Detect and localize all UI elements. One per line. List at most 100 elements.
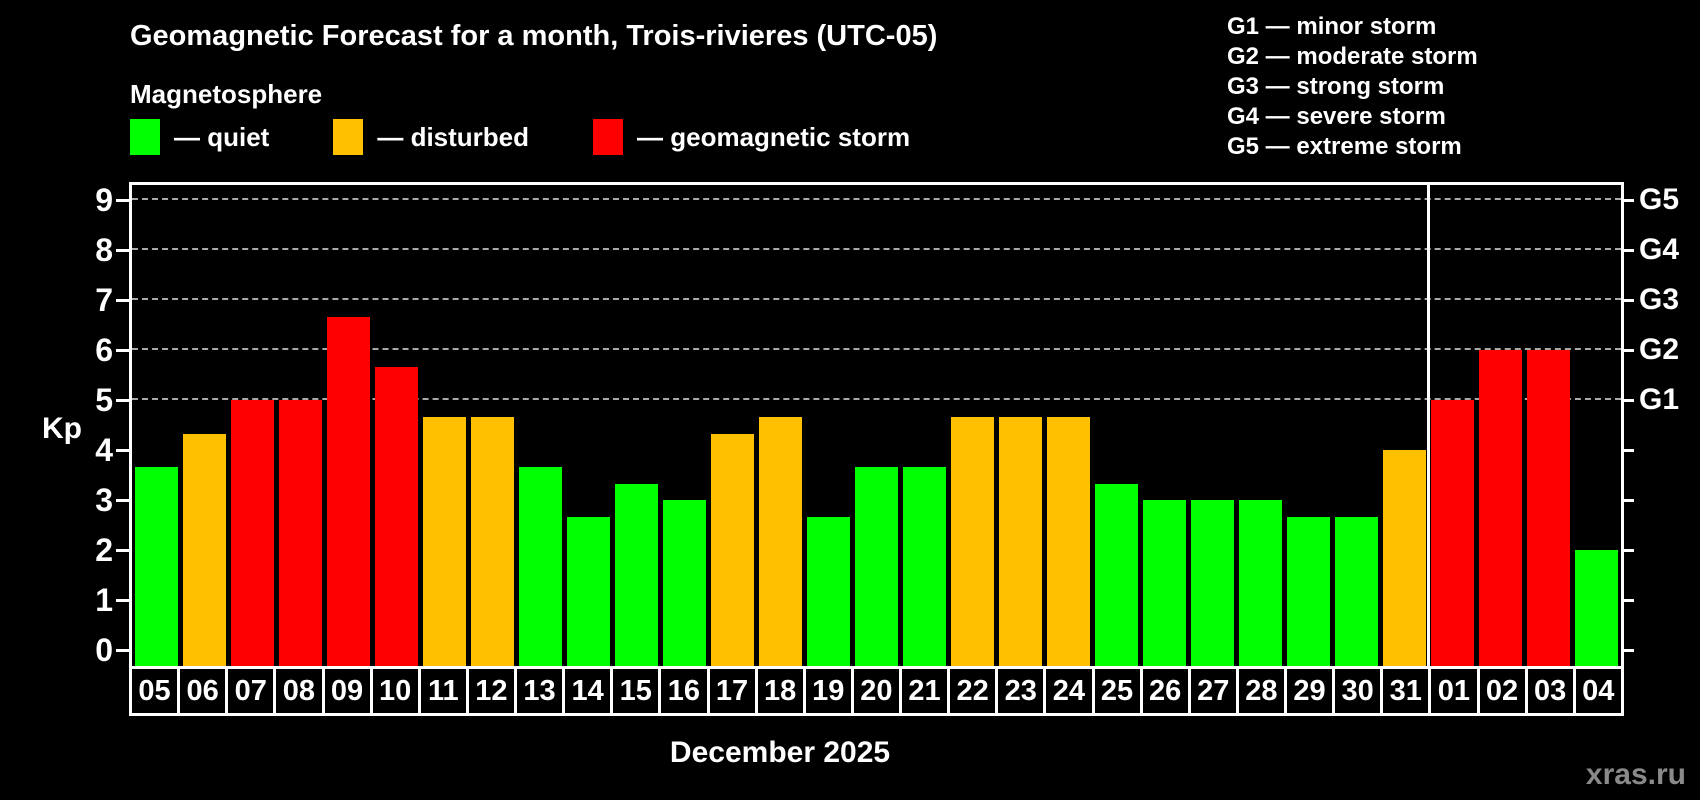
kp-bar-day-13 [518,466,562,666]
kp-bar-day-26 [1143,500,1187,666]
y-tick-right-2 [1621,548,1634,552]
kp-bar-day-17 [710,433,754,666]
y-tick-right-0 [1621,648,1634,652]
kp-bar-day-19 [806,516,850,666]
day-label-22: 22 [947,666,999,716]
day-label-16: 16 [658,666,710,716]
day-label-23: 23 [995,666,1047,716]
kp-bar-day-01 [1431,400,1475,666]
day-label-04: 04 [1572,666,1624,716]
day-label-20: 20 [850,666,902,716]
g-scale-legend: G1 — minor storm G2 — moderate storm G3 — … [1227,12,1478,162]
day-label-09: 09 [321,666,373,716]
kp-bar-day-10 [374,366,418,666]
legend-item-disturbed: — disturbed [333,119,529,155]
day-label-07: 07 [225,666,277,716]
kp-bar-day-21 [903,466,947,666]
kp-bar-day-20 [854,466,898,666]
day-label-31: 31 [1380,666,1432,716]
day-label-21: 21 [899,666,951,716]
legend-label-storm: — geomagnetic storm [637,121,911,152]
kp-bar-day-04 [1575,550,1619,666]
kp-bar-day-24 [1047,416,1091,666]
legend-swatch-disturbed [333,119,364,155]
legend-swatch-quiet [130,119,160,155]
kp-bar-day-07 [230,400,274,666]
g-legend-line-2: G2 — moderate storm [1227,43,1478,70]
g-legend-line-4: G4 — severe storm [1227,103,1446,130]
y-tick-left-5 [116,398,129,402]
y-tick-right-9 [1621,198,1634,202]
y-tick-left-9 [116,198,129,202]
kp-bar-day-15 [614,483,658,666]
g-legend-line-1: G1 — minor storm [1227,13,1437,40]
day-label-03: 03 [1524,666,1576,716]
kp-bar-day-29 [1287,516,1331,666]
y-tick-left-1 [116,598,129,602]
day-label-13: 13 [514,666,566,716]
kp-bar-day-31 [1383,450,1427,666]
status-legend: — quiet — disturbed — geomagnetic storm [130,119,910,155]
kp-bar-day-11 [422,416,466,666]
kp-bar-day-28 [1239,500,1283,666]
day-label-28: 28 [1235,666,1287,716]
day-label-27: 27 [1187,666,1239,716]
g-legend-line-3: G3 — strong storm [1227,73,1445,100]
day-label-17: 17 [706,666,758,716]
day-label-11: 11 [417,666,469,716]
day-label-05: 05 [129,666,181,716]
day-label-18: 18 [754,666,806,716]
y-tick-left-3 [116,498,129,502]
gridline-kp5 [132,398,1621,400]
kp-bar-day-16 [662,500,706,666]
kp-bar-day-27 [1191,500,1235,666]
day-label-15: 15 [610,666,662,716]
legend-label-disturbed: — disturbed [377,121,530,152]
day-label-02: 02 [1476,666,1528,716]
g-legend-line-5: G5 — extreme storm [1227,133,1462,160]
legend-swatch-storm [593,119,624,155]
day-label-01: 01 [1428,666,1480,716]
gridline-kp6 [132,348,1621,350]
day-label-19: 19 [802,666,854,716]
kp-bar-day-25 [1095,483,1139,666]
x-axis-day-labels: 05 06 07 08 09 10 11 12 13 14 15 16 17 18 19 20 21 22 23 24… [129,666,1624,716]
y-tick-right-3 [1621,498,1634,502]
kp-bar-day-14 [566,516,610,666]
day-label-14: 14 [562,666,614,716]
kp-bar-day-08 [278,400,322,666]
day-label-12: 12 [465,666,517,716]
kp-bar-day-18 [758,416,802,666]
y-tick-right-8 [1621,248,1634,252]
y-tick-left-7 [116,298,129,302]
kp-bar-day-02 [1479,350,1523,666]
page-title: Geomagnetic Forecast for a month, Trois-… [130,20,938,52]
day-label-06: 06 [177,666,229,716]
kp-bar-day-09 [326,316,370,666]
kp-bar-day-05 [134,466,178,666]
month-separator-line [1426,185,1430,666]
gridline-kp8 [132,248,1621,250]
gridline-kp9 [132,198,1621,200]
kp-bar-day-23 [999,416,1043,666]
kp-bar-day-22 [951,416,995,666]
day-label-24: 24 [1043,666,1095,716]
y-tick-right-5 [1621,398,1634,402]
y-tick-right-4 [1621,448,1634,452]
kp-bar-day-03 [1527,350,1571,666]
legend-label-quiet: — quiet [174,121,270,152]
watermark: xras.ru [1585,758,1686,791]
month-label: December 2025 [669,736,891,769]
gridline-kp7 [132,298,1621,300]
legend-item-quiet: — quiet [130,119,269,155]
day-label-30: 30 [1332,666,1384,716]
day-label-10: 10 [369,666,421,716]
plot-area: 0 1 2 3 4 5 6 7 8 9 G1 G2 G3 G4 G5 [95,182,1680,668]
day-label-29: 29 [1284,666,1336,716]
y-axis-title: Kp [42,412,82,445]
y-tick-right-7 [1621,298,1634,302]
y-tick-left-8 [116,248,129,252]
y-tick-left-0 [116,648,129,652]
kp-bar-day-30 [1335,516,1379,666]
